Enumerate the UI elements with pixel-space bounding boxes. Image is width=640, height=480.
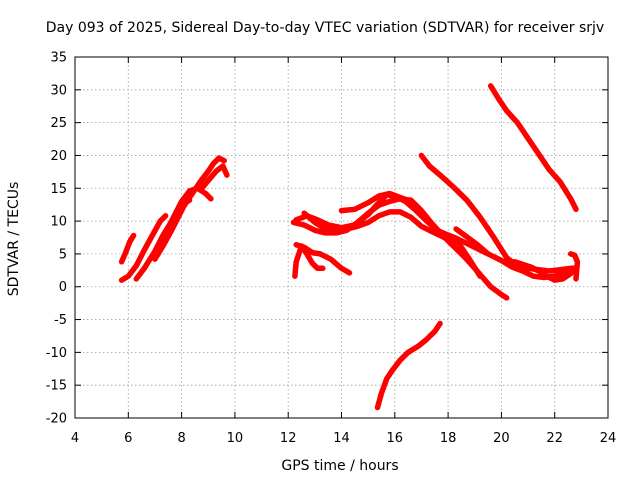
y-tick-label: -10 [46, 346, 67, 361]
y-tick-label: 35 [50, 51, 67, 66]
series-arc-2 [118, 213, 169, 283]
series-arc-8 [293, 241, 353, 276]
series-arc-1 [118, 232, 137, 265]
series-arc-14 [418, 152, 579, 274]
x-tick-label: 10 [227, 431, 244, 446]
y-axis-label: SDTVAR / TECUs [6, 182, 22, 297]
y-tick-label: 30 [50, 83, 67, 98]
x-tick-label: 4 [71, 431, 79, 446]
series-arc-7 [292, 243, 326, 279]
series-arc-19 [567, 251, 581, 282]
y-tick-label: 10 [50, 215, 67, 230]
x-tick-label: 22 [546, 431, 563, 446]
y-tick-label: -20 [46, 412, 67, 427]
y-tick-label: 15 [50, 182, 67, 197]
chart-title: Day 093 of 2025, Sidereal Day-to-day VTE… [46, 20, 604, 36]
x-tick-label: 24 [600, 431, 617, 446]
series-arc-12 [338, 190, 414, 214]
y-tick-label: 20 [50, 149, 67, 164]
series-arc-5 [173, 185, 214, 215]
y-tick-label: -15 [46, 379, 67, 394]
y-tick-label: 25 [50, 116, 67, 131]
y-tick-label: -5 [54, 313, 67, 328]
x-tick-label: 16 [387, 431, 404, 446]
grid [75, 57, 608, 418]
y-tick-label: 0 [59, 280, 67, 295]
series-arc-11 [301, 209, 457, 245]
series-arc-17 [487, 83, 579, 213]
x-tick-label: 18 [440, 431, 457, 446]
x-tick-label: 14 [333, 431, 350, 446]
series-arc-6 [200, 163, 230, 190]
series-layer [118, 83, 581, 411]
x-tick-label: 8 [177, 431, 185, 446]
x-axis-label: GPS time / hours [281, 458, 398, 474]
y-axis: -20 -15 -10 -5 0 5 10 15 20 25 30 35 [46, 51, 608, 427]
series-arc-13 [374, 320, 443, 411]
x-axis: 4 6 8 10 12 14 16 18 20 22 24 [71, 57, 616, 446]
series-arc-18 [511, 259, 579, 283]
series-arc-4 [152, 155, 227, 262]
y-tick-label: 5 [59, 247, 67, 262]
series-arc-16 [453, 226, 491, 257]
x-tick-label: 6 [124, 431, 132, 446]
x-tick-label: 20 [493, 431, 510, 446]
x-tick-label: 12 [280, 431, 297, 446]
